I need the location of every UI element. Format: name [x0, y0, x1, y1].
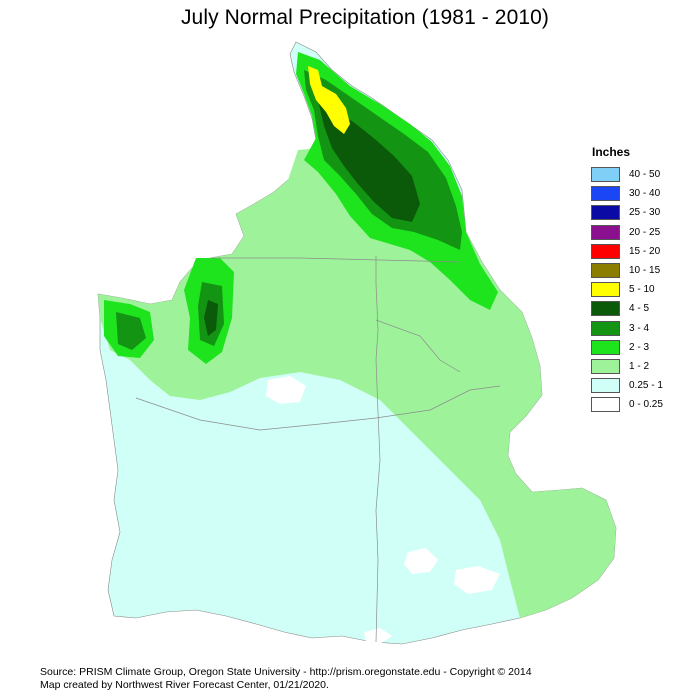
legend-label: 5 - 10	[629, 284, 655, 296]
legend-item: 5 - 10	[591, 280, 663, 299]
legend-item: 40 - 50	[591, 165, 663, 184]
legend-label: 20 - 25	[629, 226, 661, 238]
yellow-zone	[308, 66, 350, 134]
legend-label: 15 - 20	[629, 245, 661, 257]
legend-item: 30 - 40	[591, 184, 663, 203]
legend-item: 25 - 30	[591, 203, 663, 222]
legend-swatch	[591, 339, 620, 355]
legend-label: 0 - 0.25	[629, 399, 663, 411]
legend-swatch	[591, 186, 620, 202]
legend-swatch	[591, 358, 620, 374]
legend-swatch	[591, 167, 620, 183]
author-credit: Map created by Northwest River Forecast …	[40, 679, 329, 691]
legend-item: 2 - 3	[591, 338, 663, 357]
legend-item: 3 - 4	[591, 319, 663, 338]
state-boundary	[135, 256, 501, 643]
legend-swatch	[591, 243, 620, 259]
legend-item: 20 - 25	[591, 223, 663, 242]
source-credit: Source: PRISM Climate Group, Oregon Stat…	[40, 666, 532, 678]
legend-swatch	[591, 397, 620, 413]
legend: Inches 40 - 50 30 - 40 25 - 30 20 - 25 15 - …	[591, 145, 663, 414]
legend-label: 40 - 50	[629, 169, 661, 181]
legend-swatch	[591, 224, 620, 240]
credits: Source: PRISM Climate Group, Oregon Stat…	[40, 666, 532, 692]
legend-label: 4 - 5	[629, 303, 650, 315]
legend-swatch	[591, 205, 620, 221]
legend-swatch	[591, 301, 620, 317]
legend-swatch	[591, 282, 620, 298]
legend-label: 1 - 2	[629, 360, 650, 372]
legend-label: 30 - 40	[629, 188, 661, 200]
legend-item: 4 - 5	[591, 299, 663, 318]
legend-swatch	[591, 378, 620, 394]
legend-label: 10 - 15	[629, 265, 661, 277]
legend-item: 15 - 20	[591, 242, 663, 261]
legend-item: 0 - 0.25	[591, 395, 663, 414]
legend-label: 3 - 4	[629, 322, 650, 334]
legend-label: 0.25 - 1	[629, 380, 663, 392]
legend-item: 10 - 15	[591, 261, 663, 280]
legend-list: 40 - 50 30 - 40 25 - 30 20 - 25 15 - 20 10 - …	[591, 165, 663, 414]
legend-swatch	[591, 320, 620, 336]
legend-swatch	[591, 263, 620, 279]
legend-item: 1 - 2	[591, 357, 663, 376]
legend-item: 0.25 - 1	[591, 376, 663, 395]
white-zone	[266, 376, 500, 644]
dark-green-zone	[204, 100, 420, 336]
map-title: July Normal Precipitation (1981 - 2010)	[180, 6, 550, 29]
legend-label: 2 - 3	[629, 341, 650, 353]
legend-label: 25 - 30	[629, 207, 661, 219]
legend-title: Inches	[592, 145, 631, 159]
